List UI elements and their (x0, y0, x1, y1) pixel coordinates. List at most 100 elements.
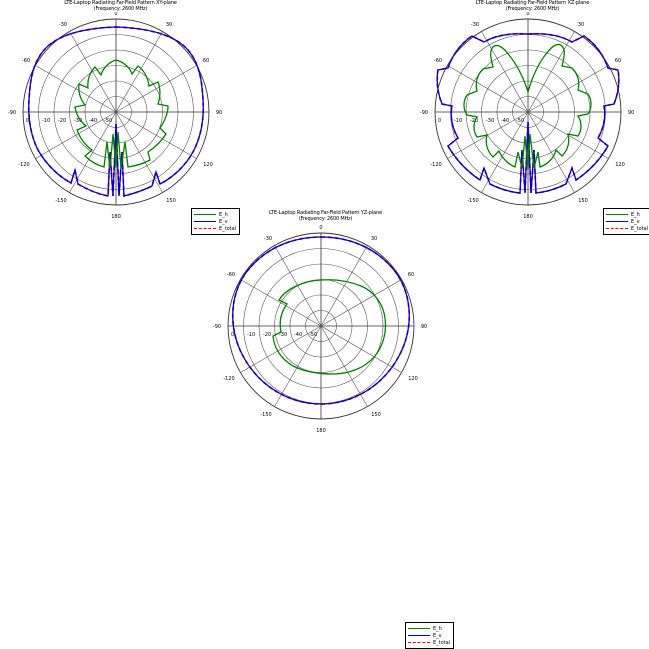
angle-label-neg60: -60 (227, 272, 235, 278)
plot-title-line1: LTE-Laptop Radiating Far-Field Pattern X… (475, 0, 590, 6)
legend-swatch-e-h (194, 214, 216, 215)
rtick-1: -10 (454, 118, 462, 124)
rtick-0: 0 (438, 118, 441, 124)
rtick-1: -10 (42, 118, 50, 124)
plot-title-yz: LTE-Laptop Radiating Far-Field Pattern Y… (213, 210, 438, 222)
legend-label-e-total: E_total (219, 225, 237, 232)
polar-canvas-xy: 0 -10 -20 -30 -40 -50 0 30 60 90 120 150… (8, 12, 222, 220)
angle-label-90: 90 (216, 110, 222, 116)
legend-label-e-v: E_v (631, 218, 640, 225)
angular-grid-spokes (435, 19, 621, 205)
angle-label-neg60: -60 (434, 58, 442, 64)
angle-label-neg150: -150 (55, 198, 66, 204)
angle-label-150: 150 (166, 198, 176, 204)
legend-row-e-v: E_v (408, 632, 450, 639)
angle-label-neg90: -90 (8, 110, 16, 116)
angle-label-90: 90 (628, 110, 634, 116)
legend-swatch-e-total (194, 228, 216, 229)
rtick-0: 0 (26, 118, 29, 124)
legend-row-e-total: E_total (194, 225, 236, 232)
plot-title-line2: (Frequency: 2600 MHz) (298, 216, 353, 222)
legend-swatch-e-v (606, 221, 628, 222)
legend-row-e-h: E_h (606, 211, 648, 218)
legend-swatch-e-h (408, 628, 430, 629)
angle-label-60: 60 (408, 272, 414, 278)
rtick-4: -40 (89, 118, 97, 124)
legend-row-e-h: E_h (408, 625, 450, 632)
angle-labels-yz: 0 30 60 90 120 150 180 -150 -120 -90 -60… (213, 225, 427, 434)
series-e-h-xy (74, 59, 169, 169)
legend-swatch-e-v (408, 635, 430, 636)
angle-labels-xy: 0 30 60 90 120 150 180 -150 -120 -90 -60… (8, 12, 222, 220)
angle-label-neg30: -30 (59, 22, 67, 28)
legend-swatch-e-total (408, 642, 430, 643)
polar-plot-xz: LTE-Laptop Radiating Far-Field Pattern X… (420, 0, 649, 235)
radial-tick-labels-yz: 0 -10 -20 -30 -40 -50 (231, 332, 317, 338)
legend-label-e-total: E_total (631, 225, 649, 232)
rtick-4: -40 (294, 332, 302, 338)
angle-label-neg30: -30 (471, 22, 479, 28)
radial-tick-labels-xz: 0 -10 -20 -30 -40 -50 (438, 118, 524, 124)
angle-label-180: 180 (523, 214, 533, 220)
legend-swatch-e-v (194, 221, 216, 222)
legend-row-e-total: E_total (408, 639, 450, 646)
rtick-5: -50 (104, 118, 112, 124)
angle-label-30: 30 (371, 236, 377, 242)
rtick-2: -20 (470, 118, 478, 124)
polar-canvas-yz: 0 -10 -20 -30 -40 -50 0 30 60 90 120 150… (213, 225, 427, 434)
legend-swatch-e-h (606, 214, 628, 215)
angle-label-neg60: -60 (22, 58, 30, 64)
radial-tick-labels-xy: 0 -10 -20 -30 -40 -50 (26, 118, 112, 124)
polar-plot-yz: LTE-Laptop Radiating Far-Field Pattern Y… (213, 210, 455, 649)
plot-title-line2: (Frequency: 2600 MHz) (93, 6, 148, 12)
angle-label-60: 60 (615, 58, 621, 64)
angle-label-120: 120 (408, 376, 418, 382)
angle-label-neg90: -90 (420, 110, 428, 116)
legend-label-e-h: E_h (433, 625, 442, 632)
rtick-5: -50 (516, 118, 524, 124)
plot-title-line1: LTE-Laptop Radiating Far-Field Pattern Y… (268, 210, 383, 216)
angle-label-120: 120 (615, 162, 625, 168)
angle-label-neg90: -90 (213, 324, 221, 330)
angle-label-150: 150 (578, 198, 588, 204)
legend-row-e-v: E_v (194, 218, 236, 225)
legend-yz: E_h E_v E_total (405, 622, 455, 649)
angle-label-120: 120 (203, 162, 213, 168)
angle-label-180: 180 (316, 428, 326, 434)
polar-axes-xy: 0 -10 -20 -30 -40 -50 0 30 60 90 120 150… (8, 12, 233, 222)
series-e-h-xz (463, 43, 592, 171)
rtick-1: -10 (247, 332, 255, 338)
series-e-v-yz (232, 236, 410, 405)
angle-label-180: 180 (111, 214, 121, 220)
angle-label-30: 30 (166, 22, 172, 28)
angle-label-neg150: -150 (260, 412, 271, 418)
polar-canvas-xz: 0 -10 -20 -30 -40 -50 0 30 60 90 120 150… (420, 12, 634, 220)
plot-title-line1: LTE-Laptop Radiating Far-Field Pattern X… (64, 0, 177, 6)
rtick-3: -30 (486, 118, 494, 124)
legend-label-e-total: E_total (433, 639, 451, 646)
rtick-5: -50 (309, 332, 317, 338)
rtick-4: -40 (501, 118, 509, 124)
angle-label-60: 60 (203, 58, 209, 64)
angle-label-neg120: -120 (430, 162, 441, 168)
angle-label-90: 90 (421, 324, 427, 330)
rtick-3: -30 (279, 332, 287, 338)
angle-label-0: 0 (319, 225, 322, 231)
legend-label-e-v: E_v (219, 218, 228, 225)
angle-label-neg30: -30 (264, 236, 272, 242)
angle-label-0: 0 (526, 12, 529, 17)
plot-title-line2: (Frequency: 2600 MHz) (505, 6, 560, 12)
series-e-h-yz (272, 279, 387, 375)
plot-title-xz: LTE-Laptop Radiating Far-Field Pattern X… (420, 0, 645, 12)
rtick-3: -30 (74, 118, 82, 124)
series-e-v-xz (436, 33, 620, 194)
legend-xy: E_h E_v E_total (191, 208, 241, 235)
angle-label-30: 30 (578, 22, 584, 28)
polar-axes-yz: 0 -10 -20 -30 -40 -50 0 30 60 90 120 150… (213, 224, 438, 439)
angle-label-neg120: -120 (223, 376, 234, 382)
polar-axes-xz: 0 -10 -20 -30 -40 -50 0 30 60 90 120 150… (420, 12, 645, 222)
rtick-2: -20 (263, 332, 271, 338)
rtick-0: 0 (231, 332, 234, 338)
angle-label-150: 150 (371, 412, 381, 418)
legend-label-e-h: E_h (219, 211, 228, 218)
